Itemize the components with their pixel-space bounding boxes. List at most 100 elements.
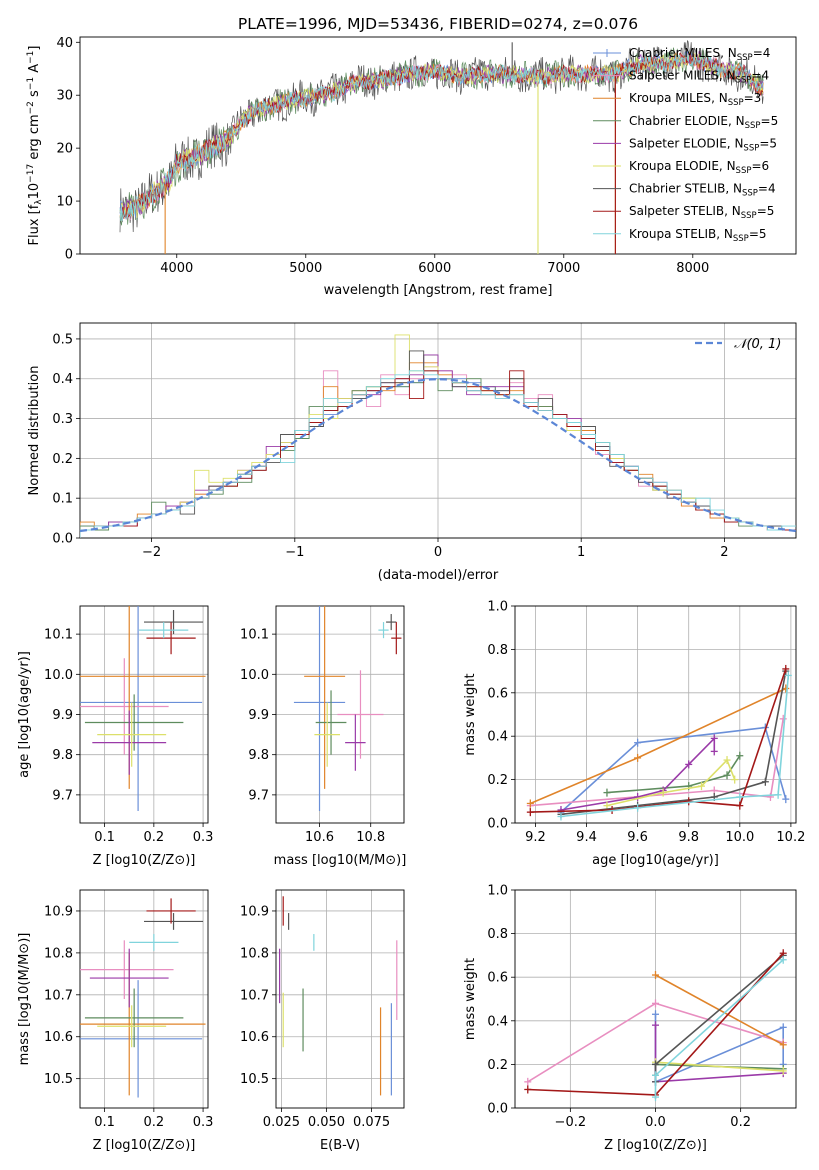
y-tick-label: 0.2 <box>52 452 73 467</box>
mass-vs-Z-panel: 0.1 0.2 0.3 10.5 10.6 10.7 10.8 10.9 Z [log10(Z/… <box>17 889 214 1153</box>
error-point <box>80 980 203 1098</box>
weight-line <box>606 755 741 794</box>
error-point <box>144 913 204 930</box>
y-tick-label: 9.7 <box>52 788 73 803</box>
y-tick-label: 10.9 <box>44 904 73 919</box>
y-tick-label: 10.1 <box>44 628 73 643</box>
error-point <box>80 940 174 999</box>
y-tick-label: 30 <box>56 89 73 104</box>
y-tick-label: 1.0 <box>487 600 508 615</box>
x-tick-label: 1 <box>577 545 585 560</box>
weight-line <box>655 1061 784 1072</box>
error-point <box>337 670 384 759</box>
y-tick-label: 0.8 <box>487 927 508 942</box>
spectrum-xlabel: wavelength [Angstrom, rest frame] <box>324 283 553 298</box>
y-tick-label: 0.4 <box>487 730 508 745</box>
y-tick-label: 1.0 <box>487 884 508 899</box>
age-vs-mass-panel: 10.6 10.8 9.7 9.8 9.9 10.0 10.1 mass [log10(M/M… <box>240 605 407 868</box>
error-point <box>89 948 169 1008</box>
x-tick-label: 0.3 <box>193 830 214 845</box>
error-point <box>97 1005 167 1048</box>
y-tick-label: 0.3 <box>52 412 73 427</box>
age-vs-Z-xlabel: Z [log10(Z/Z⊙)] <box>93 853 196 868</box>
x-tick-label: 10.8 <box>356 830 385 845</box>
x-tick-label: 10.2 <box>776 830 805 845</box>
x-tick-label: 7000 <box>547 261 580 276</box>
x-tick-label: −1 <box>285 545 304 560</box>
legend-entry: Salpeter MILES, NSSP=4 <box>629 69 769 86</box>
x-tick-label: 0.2 <box>730 1115 751 1130</box>
y-tick-label: 0 <box>65 248 73 263</box>
error-point <box>315 690 347 755</box>
error-point <box>84 694 184 751</box>
error-point <box>129 934 179 951</box>
x-tick-label: 9.2 <box>525 830 546 845</box>
legend-entry: Chabrier STELIB, NSSP=4 <box>629 182 776 199</box>
x-tick-label: 0.050 <box>308 1115 345 1130</box>
error-point <box>345 714 366 771</box>
error-point <box>97 702 167 767</box>
mass-vs-Z-ylabel: mass [log10(M/M⊙)] <box>17 933 32 1066</box>
age-vs-mass-xlabel: mass [log10(M/M⊙)] <box>274 853 407 868</box>
y-tick-label: 0.6 <box>487 971 508 986</box>
y-tick-label: 9.8 <box>248 748 269 763</box>
legend-entry: Chabrier ELODIE, NSSP=5 <box>629 114 778 131</box>
x-tick-label: 6000 <box>418 261 451 276</box>
legend-entry: Kroupa MILES, NSSP=3 <box>629 91 761 108</box>
massweight-vs-Z-xlabel: Z [log10(Z/Z⊙)] <box>604 1138 707 1153</box>
axes-frame <box>79 36 797 255</box>
error-point <box>391 622 402 655</box>
spectrum-line-kroupa-stelib <box>119 51 764 222</box>
y-tick-label: 20 <box>56 142 73 157</box>
y-tick-label: 0.2 <box>487 773 508 788</box>
y-tick-label: 0.6 <box>487 686 508 701</box>
legend-entry: Salpeter ELODIE, NSSP=5 <box>629 136 777 153</box>
y-tick-label: 10.8 <box>44 946 73 961</box>
x-tick-label: 0.3 <box>193 1115 214 1130</box>
x-tick-label: 9.4 <box>576 830 597 845</box>
x-tick-label: 10.0 <box>725 830 754 845</box>
legend-entry: Kroupa STELIB, NSSP=5 <box>629 227 767 244</box>
x-tick-label: 9.8 <box>678 830 699 845</box>
x-tick-label: 0.1 <box>94 830 115 845</box>
x-tick-label: −2 <box>142 545 161 560</box>
axes-frame <box>275 605 405 824</box>
y-tick-label: 40 <box>56 36 73 51</box>
error-point <box>80 606 203 811</box>
y-tick-label: 0.5 <box>52 332 73 347</box>
x-tick-label: −0.2 <box>555 1115 587 1130</box>
spectrum-title: PLATE=1996, MJD=53436, FIBERID=0274, z=0… <box>238 15 638 33</box>
legend-entry: Kroupa ELODIE, NSSP=6 <box>629 159 769 176</box>
y-tick-label: 10.6 <box>240 1030 269 1045</box>
x-tick-label: 0.025 <box>263 1115 300 1130</box>
axes-frame <box>79 322 797 539</box>
y-tick-label: 9.9 <box>52 708 73 723</box>
axes-frame <box>275 889 405 1109</box>
y-tick-label: 10.7 <box>44 988 73 1003</box>
y-tick-label: 9.9 <box>248 708 269 723</box>
x-tick-label: 8000 <box>676 261 709 276</box>
y-tick-label: 0.0 <box>487 817 508 832</box>
weight-line <box>529 687 787 805</box>
y-tick-label: 10.9 <box>240 904 269 919</box>
y-tick-label: 10.7 <box>240 988 269 1003</box>
y-tick-label: 10.8 <box>240 946 269 961</box>
y-tick-label: 10.0 <box>240 668 269 683</box>
axes-frame <box>79 605 209 824</box>
y-tick-label: 0.0 <box>52 532 73 547</box>
axes-frame <box>79 889 209 1109</box>
x-tick-label: 0.1 <box>94 1115 115 1130</box>
error-point <box>146 898 196 924</box>
weight-line <box>654 959 784 1098</box>
y-tick-label: 9.7 <box>248 788 269 803</box>
x-tick-label: 0.075 <box>353 1115 390 1130</box>
error-point <box>293 606 346 811</box>
x-tick-label: 0.2 <box>144 830 165 845</box>
age-vs-Z-ylabel: age [log10(age/yr)] <box>17 651 32 778</box>
y-tick-label: 10.1 <box>240 628 269 643</box>
error-point <box>92 710 167 775</box>
spectrum-panel: 4000 5000 6000 7000 8000 0 10 20 30 40 PLATE=1996,… <box>26 15 797 298</box>
y-tick-label: 0.8 <box>487 643 508 658</box>
gaussian-reference-line <box>79 378 797 533</box>
